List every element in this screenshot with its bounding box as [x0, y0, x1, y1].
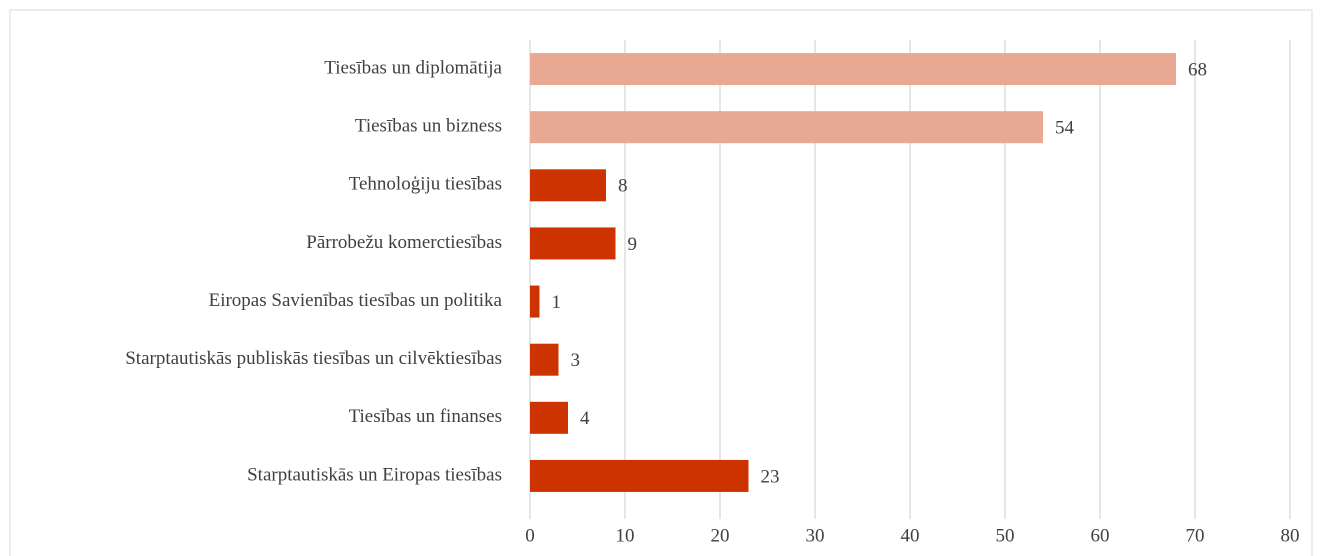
- x-tick-label: 30: [806, 525, 825, 546]
- x-tick-label: 70: [1186, 525, 1205, 546]
- chart-border: [9, 9, 1313, 556]
- y-tick-label: Starptautiskās un Eiropas tiesības: [247, 464, 502, 485]
- y-tick-label: Eiropas Savienības tiesības un politika: [209, 290, 503, 311]
- data-label: 8: [618, 176, 628, 197]
- x-tick-label: 10: [616, 525, 635, 546]
- x-tick-label: 40: [901, 525, 920, 546]
- x-tick-label: 20: [711, 525, 730, 546]
- y-tick-label: Tiesības un bizness: [355, 116, 502, 137]
- bar: [530, 459, 749, 492]
- y-tick-label: Starptautiskās publiskās tiesības un cil…: [125, 348, 502, 369]
- data-label: 4: [580, 408, 590, 429]
- y-tick-label: Tehnoloģiju tiesības: [349, 174, 502, 195]
- x-tick-label: 50: [996, 525, 1015, 546]
- x-tick-label: 60: [1091, 525, 1110, 546]
- bar: [530, 53, 1176, 86]
- x-tick-label: 80: [1281, 525, 1300, 546]
- y-tick-label: Tiesības un diplomātija: [324, 57, 502, 78]
- data-label: 3: [571, 350, 581, 371]
- data-label: 23: [761, 466, 780, 487]
- bar: [530, 401, 568, 434]
- y-tick-label: Pārrobežu komerctiesības: [306, 232, 502, 253]
- data-label: 9: [628, 234, 638, 255]
- bar: [530, 227, 616, 260]
- y-tick-label: Tiesības un finanses: [349, 406, 502, 427]
- x-tick-label: 0: [525, 525, 535, 546]
- bar: [530, 285, 540, 318]
- bar: [530, 169, 606, 202]
- bar: [530, 343, 559, 376]
- data-label: 54: [1055, 118, 1075, 139]
- data-label: 68: [1188, 59, 1207, 80]
- bar: [530, 111, 1043, 144]
- data-label: 1: [552, 292, 562, 313]
